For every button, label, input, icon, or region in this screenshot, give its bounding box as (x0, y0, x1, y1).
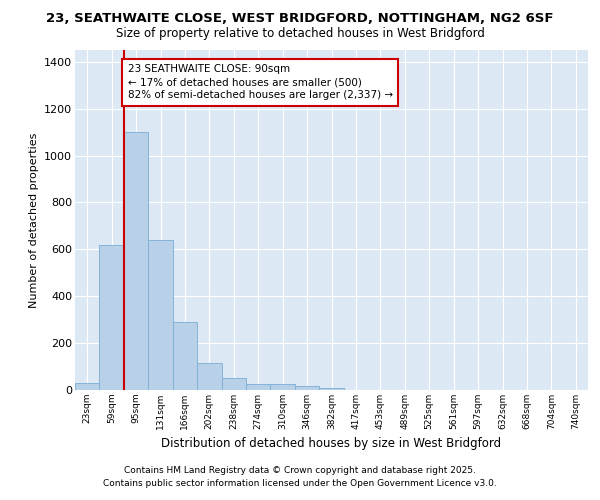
Y-axis label: Number of detached properties: Number of detached properties (29, 132, 38, 308)
X-axis label: Distribution of detached houses by size in West Bridgford: Distribution of detached houses by size … (161, 438, 502, 450)
Bar (75, 383, 100, 390)
Bar (100, 244, 124, 390)
Bar (148, 240, 173, 390)
Bar (124, 132, 148, 390)
Text: Contains HM Land Registry data © Crown copyright and database right 2025.
Contai: Contains HM Land Registry data © Crown c… (103, 466, 497, 487)
Bar (173, 322, 197, 390)
Bar (221, 378, 246, 390)
Bar (197, 363, 221, 390)
Text: Size of property relative to detached houses in West Bridgford: Size of property relative to detached ho… (116, 28, 484, 40)
Text: 23 SEATHWAITE CLOSE: 90sqm
← 17% of detached houses are smaller (500)
82% of sem: 23 SEATHWAITE CLOSE: 90sqm ← 17% of deta… (128, 64, 392, 100)
Bar (295, 386, 319, 390)
Bar (319, 388, 344, 390)
Bar (271, 384, 295, 390)
Bar (246, 384, 271, 390)
Text: 23, SEATHWAITE CLOSE, WEST BRIDGFORD, NOTTINGHAM, NG2 6SF: 23, SEATHWAITE CLOSE, WEST BRIDGFORD, NO… (46, 12, 554, 26)
